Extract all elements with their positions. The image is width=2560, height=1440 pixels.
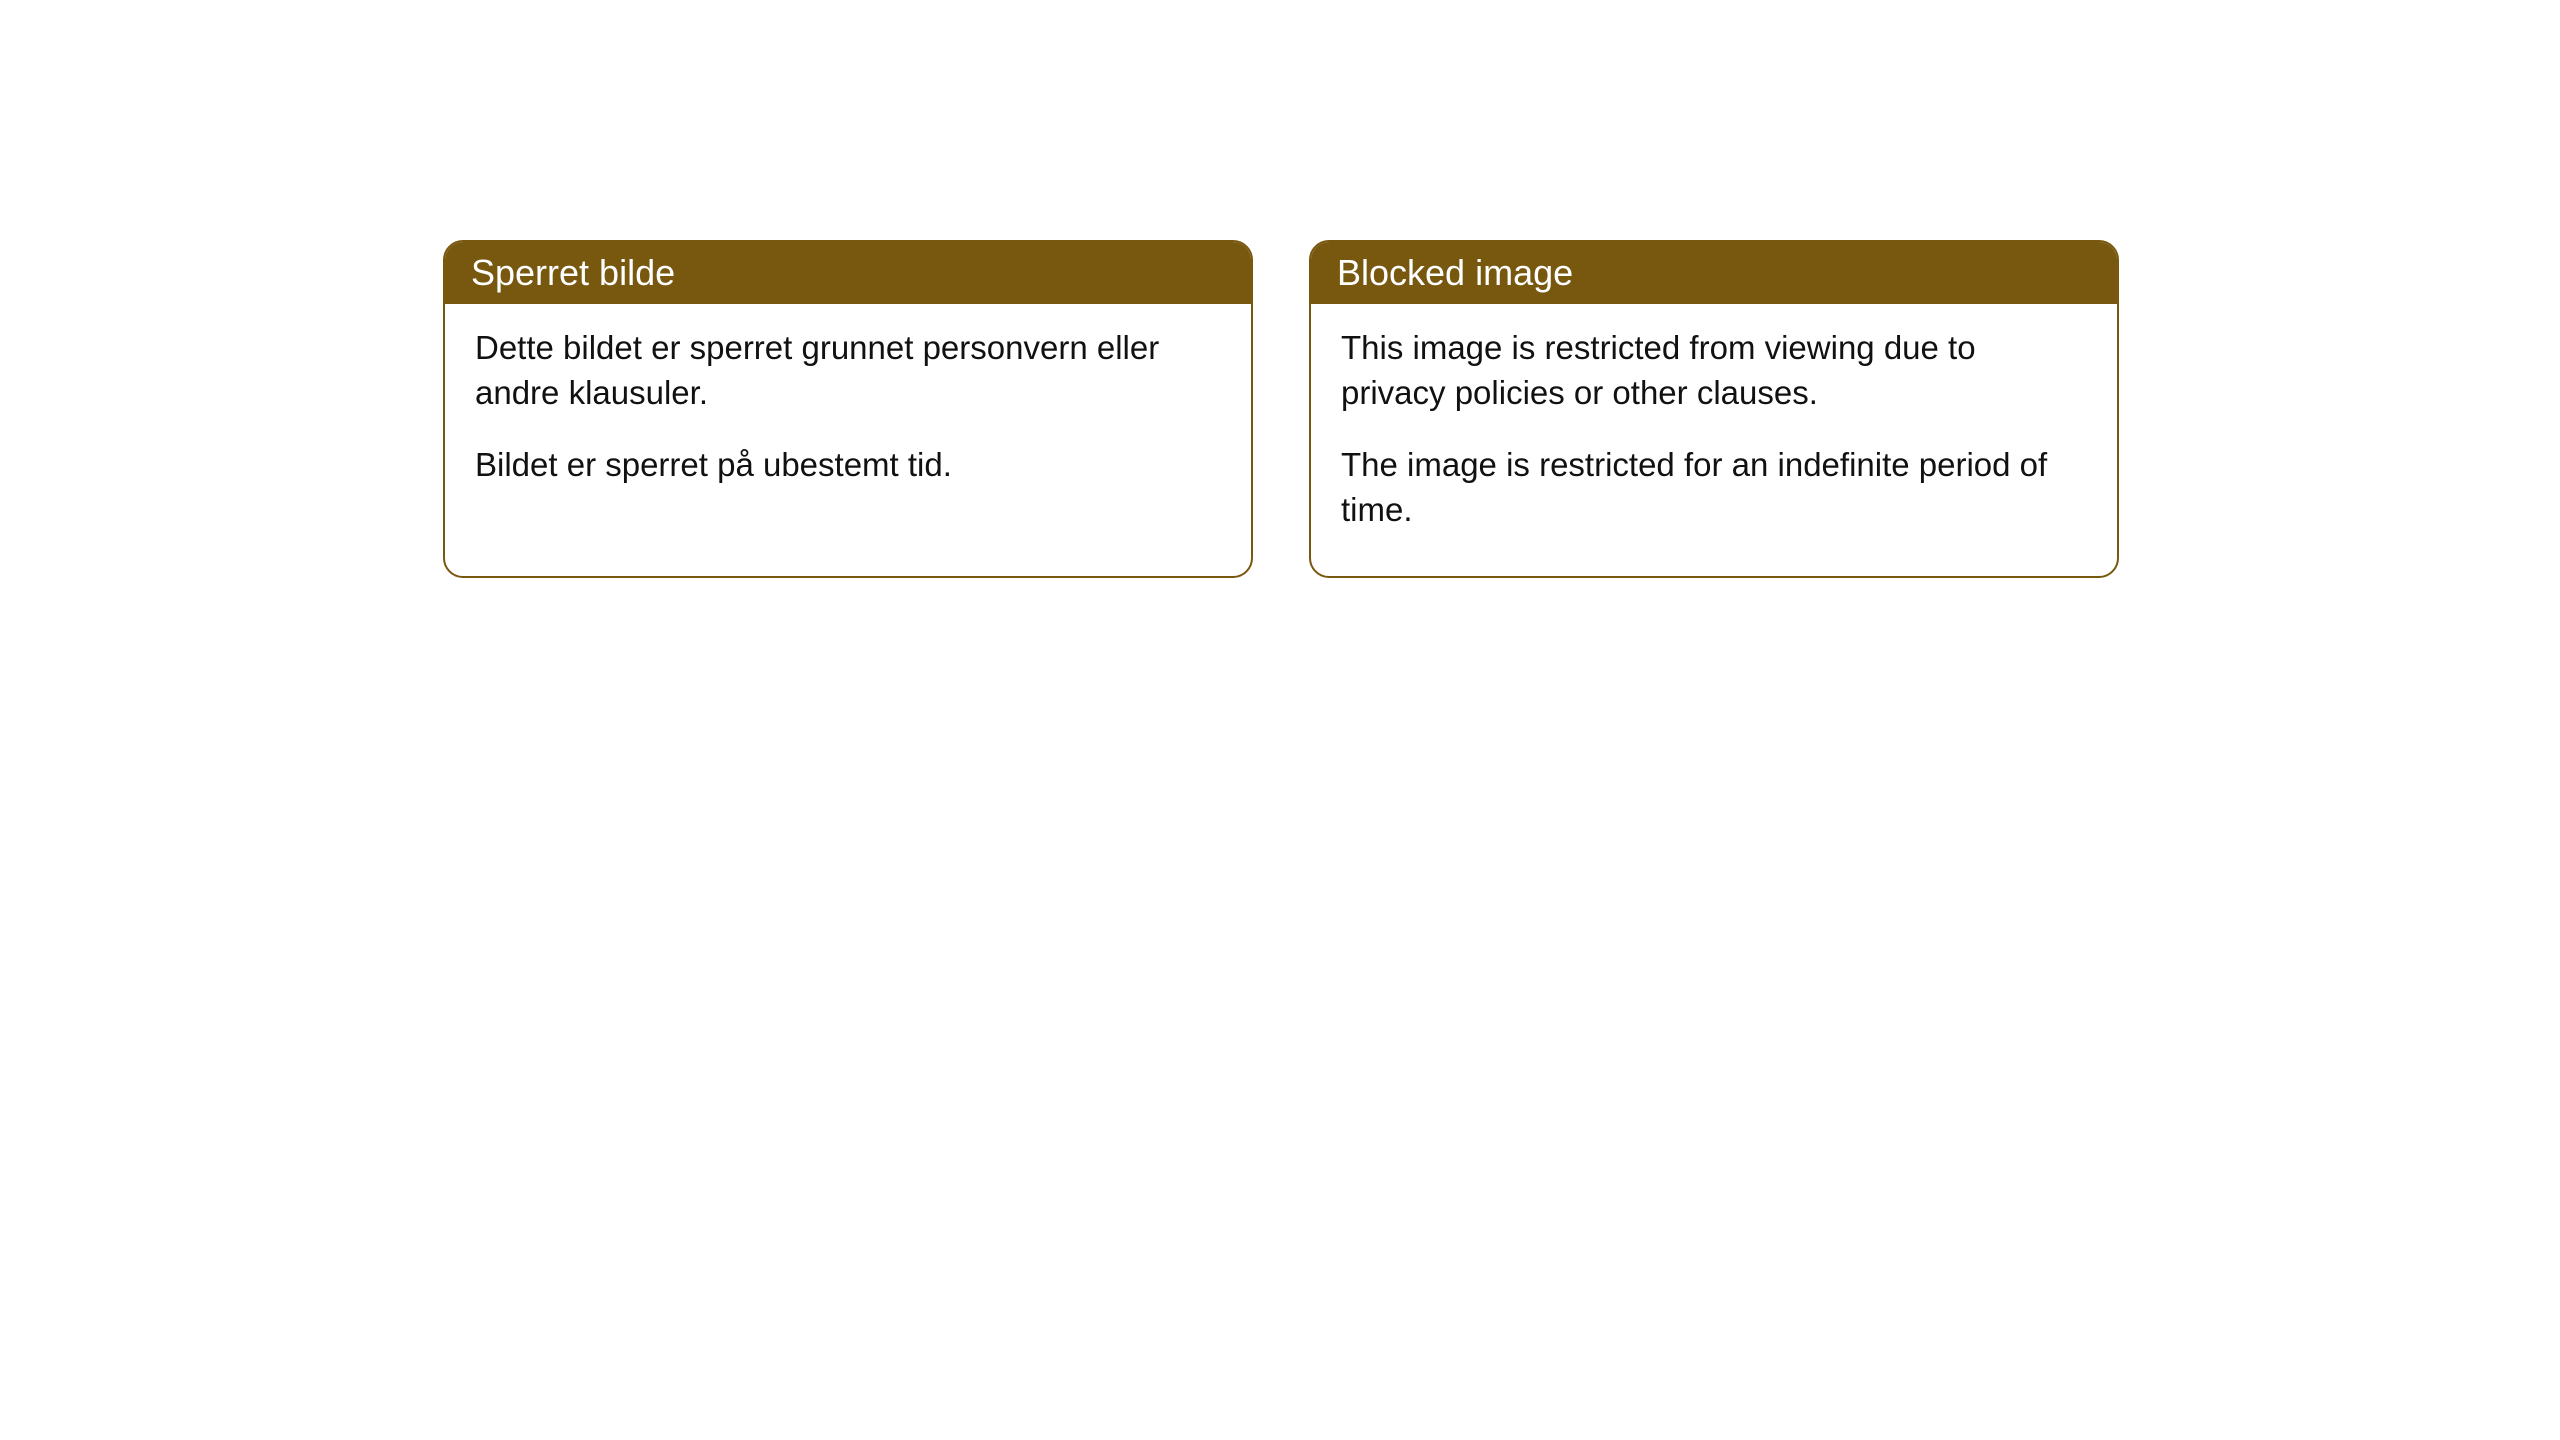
notice-card-norwegian: Sperret bilde Dette bildet er sperret gr…	[443, 240, 1253, 578]
card-title: Blocked image	[1337, 252, 1573, 293]
notice-card-english: Blocked image This image is restricted f…	[1309, 240, 2119, 578]
card-header: Sperret bilde	[445, 242, 1251, 304]
card-title: Sperret bilde	[471, 252, 675, 293]
card-body: Dette bildet er sperret grunnet personve…	[445, 304, 1251, 532]
card-body: This image is restricted from viewing du…	[1311, 304, 2117, 576]
card-header: Blocked image	[1311, 242, 2117, 304]
card-paragraph: The image is restricted for an indefinit…	[1341, 443, 2087, 532]
card-paragraph: This image is restricted from viewing du…	[1341, 326, 2087, 415]
card-paragraph: Dette bildet er sperret grunnet personve…	[475, 326, 1221, 415]
card-paragraph: Bildet er sperret på ubestemt tid.	[475, 443, 1221, 488]
notice-cards-container: Sperret bilde Dette bildet er sperret gr…	[443, 240, 2119, 578]
